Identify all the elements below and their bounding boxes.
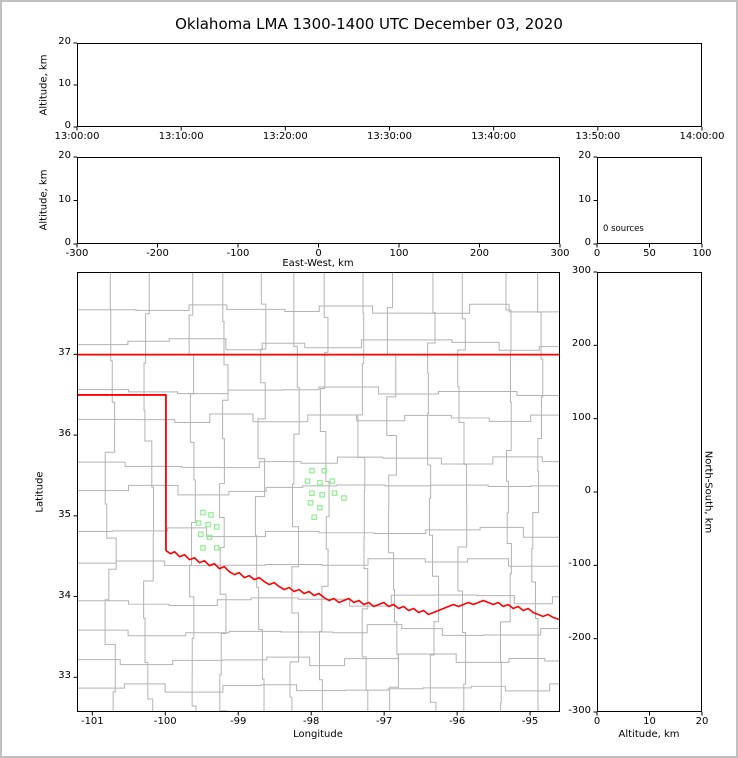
- altitude-vs-time-xtick-label: 13:00:00: [54, 131, 100, 142]
- altitude-vs-east-west-ticks: [73, 156, 561, 248]
- altitude-vs-time-xtick-label: 13:30:00: [367, 131, 412, 142]
- altitude-vs-east-west-xtick-label: 200: [469, 248, 490, 259]
- altitude-vs-east-west-ytick-label: 10: [58, 193, 71, 205]
- plan-view-map-xtick-label: -99: [230, 716, 247, 727]
- plan-view-map-xtick-label: -96: [448, 716, 466, 727]
- map-panel-xlabel: Longitude: [293, 729, 343, 740]
- source-count-label: 0 sources: [603, 224, 644, 234]
- red-river-border: [165, 550, 559, 621]
- map-panel-ylabel: Latitude: [34, 471, 46, 513]
- altitude-north-south-panel: [593, 271, 703, 716]
- altitude-vs-north-south-ytick-label: 300: [571, 265, 591, 276]
- altitude-vs-east-west-ytick-label: 0: [64, 237, 71, 248]
- altitude-vs-time-ticks: [73, 42, 703, 131]
- altitude-vs-east-west-xtick-label: -300: [65, 248, 89, 259]
- altitude-source-histogram-xtick-label: 0: [593, 248, 601, 259]
- altitude-vs-east-west-xtick-label: 300: [550, 248, 570, 259]
- oklahoma-map: [78, 273, 559, 711]
- county-boundaries: [78, 273, 559, 711]
- lightning-sources: [195, 467, 347, 551]
- plan-view-map-ytick-label: 37: [58, 347, 71, 359]
- altitude-vs-time-ytick-label: 0: [64, 120, 71, 131]
- altitude-east-west-panel: [73, 156, 561, 248]
- plan-view-map-ytick-label: 33: [58, 670, 71, 682]
- figure-title: Oklahoma LMA 1300-1400 UTC December 03, …: [175, 15, 563, 33]
- oklahoma-state-border: [78, 353, 559, 621]
- altitude-vs-east-west-xtick-label: -100: [226, 248, 250, 259]
- altitude-vs-north-south-ytick-label: -100: [568, 558, 591, 570]
- plan-view-map-xtick-label: -101: [80, 716, 104, 727]
- altitude-time-panel: [73, 42, 703, 131]
- plan-view-map-ytick-label: 35: [58, 508, 71, 520]
- ns-panel-right-label: North-South, km: [702, 450, 714, 534]
- plan-view-map-ytick-label: 34: [58, 589, 71, 601]
- altitude-vs-north-south-ytick-label: 100: [571, 411, 591, 423]
- altitude-vs-north-south-ytick-label: 200: [571, 338, 591, 350]
- altitude-source-histogram-ytick-label: 0: [584, 237, 591, 248]
- altitude-vs-time-xtick-label: 13:40:00: [471, 131, 517, 142]
- ew-panel-xlabel: East-West, km: [282, 258, 354, 269]
- altitude-source-histogram-xtick-label: 100: [692, 248, 712, 259]
- altitude-vs-time-ytick-label: 20: [58, 36, 71, 47]
- altitude-vs-north-south-xtick-label: 20: [695, 716, 709, 727]
- altitude-vs-time-xtick-label: 14:00:00: [679, 131, 725, 142]
- altitude-vs-north-south-xtick-label: 0: [593, 716, 601, 727]
- altitude-vs-north-south-ytick-label: -200: [568, 631, 591, 643]
- plan-view-map-xtick-label: -98: [303, 716, 320, 727]
- plan-view-map-xtick-label: -100: [153, 716, 177, 727]
- panhandle-border: [78, 394, 167, 551]
- altitude-vs-north-south-ytick-label: 0: [584, 485, 591, 496]
- altitude-vs-north-south-ticks: [593, 271, 703, 716]
- altitude-vs-time-xtick-label: 13:10:00: [158, 131, 204, 142]
- altitude-vs-north-south-ytick-label: -300: [568, 705, 591, 716]
- altitude-vs-east-west-xtick-label: 0: [315, 248, 322, 259]
- altitude-vs-time-xtick-label: 13:20:00: [262, 131, 308, 142]
- altitude-source-histogram-ytick-label: 20: [578, 150, 591, 161]
- altitude-histogram-panel: 0 sources: [593, 156, 703, 248]
- plan-view-map-xtick-label: -95: [521, 716, 539, 727]
- altitude-vs-time-xtick-label: 13:50:00: [575, 131, 621, 142]
- plan-view-map-ytick-label: 36: [58, 428, 71, 440]
- altitude-vs-north-south-xtick-label: 10: [643, 716, 656, 727]
- map-panel: [73, 272, 560, 716]
- altitude-vs-east-west-ytick-label: 20: [58, 150, 71, 161]
- altitude-vs-east-west-xtick-label: 100: [389, 248, 409, 259]
- altitude-vs-time-ytick-label: 10: [58, 78, 71, 89]
- altitude-source-histogram-ytick-label: 10: [578, 193, 591, 205]
- plan-view-map-xtick-label: -97: [375, 716, 393, 727]
- ns-panel-xlabel: Altitude, km: [618, 729, 680, 740]
- altitude-vs-east-west-xtick-label: -200: [146, 248, 169, 259]
- altitude-source-histogram-xtick-label: 50: [643, 248, 656, 259]
